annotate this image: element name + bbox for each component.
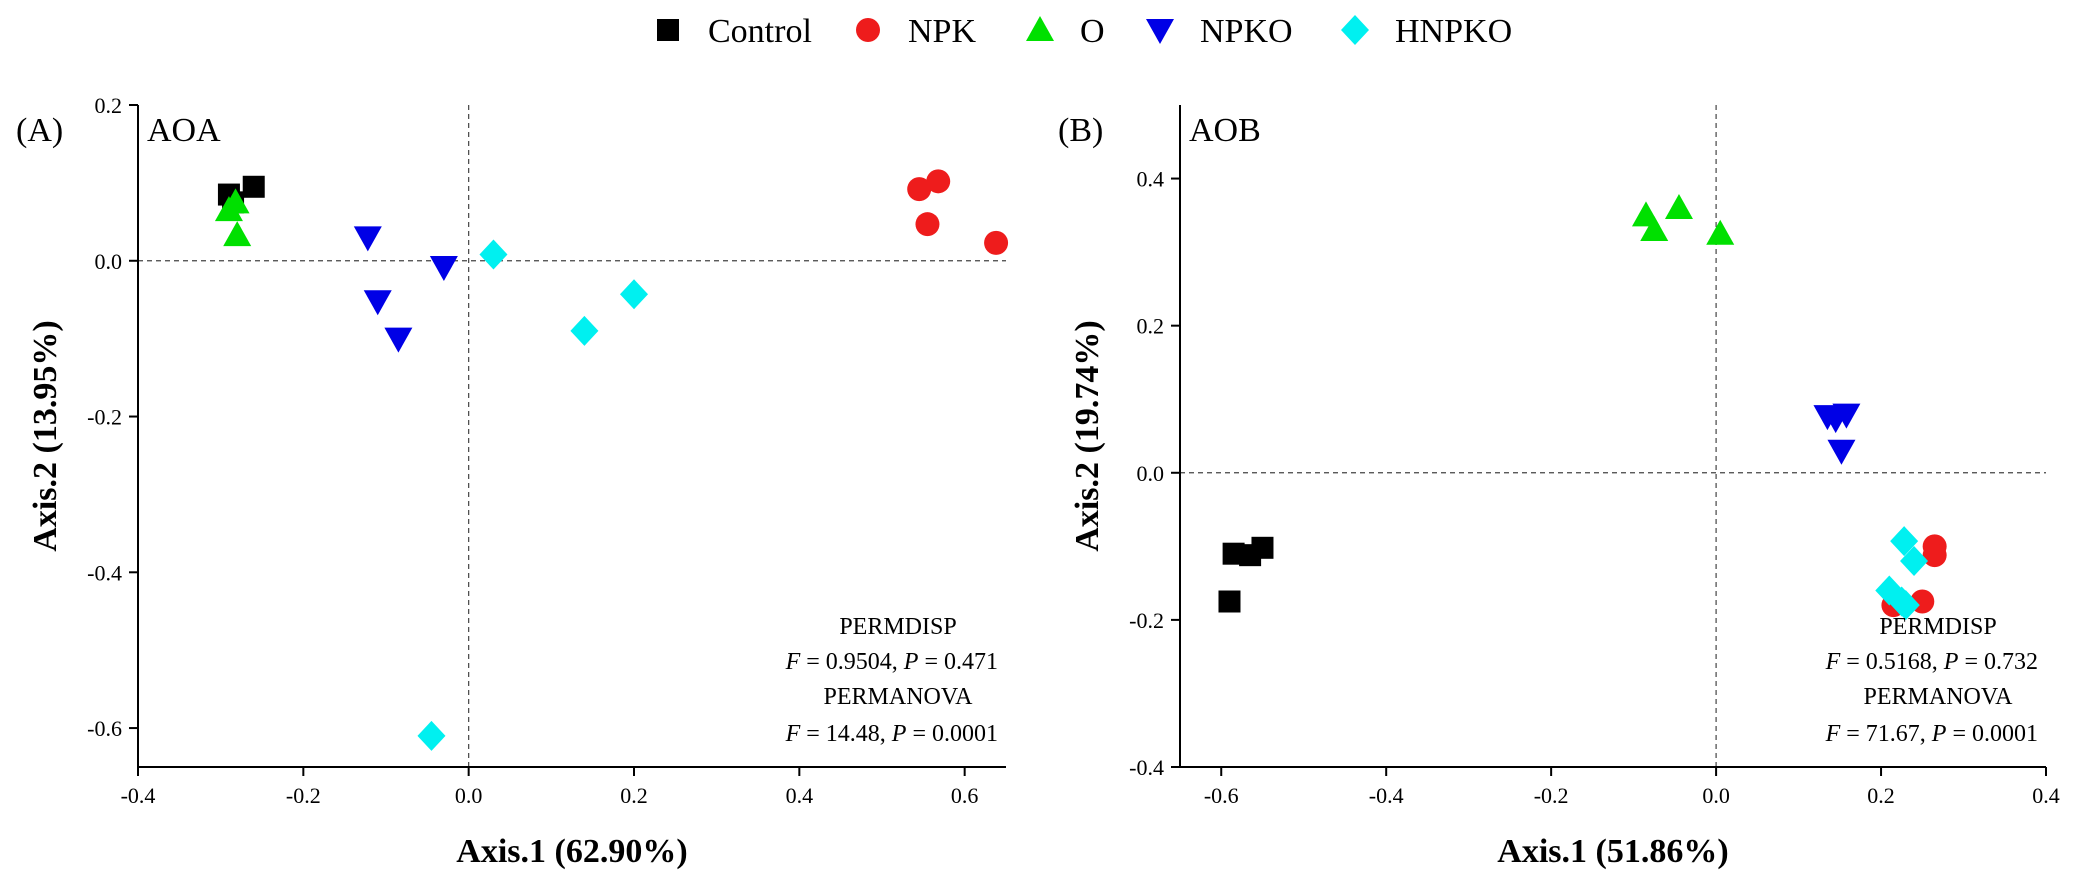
permdisp-p-value: 0.732 xyxy=(1984,649,2038,675)
panel-a-aoa: -0.4 -0.2 0.0 0.2 0.4 0.6 -0.6 -0.4 -0.2 0.0 0.2 Ax… xyxy=(16,93,1009,870)
panel-b-aob: -0.6 -0.4 -0.2 0.0 0.2 0.4 -0.4 -0.2 0.0 0.2 0.4 Ax… xyxy=(1058,105,2060,870)
series-o xyxy=(214,188,252,247)
data-point-control xyxy=(1251,536,1274,559)
permanova-values: F = 71.67, P = 0.0001 xyxy=(1825,721,2038,747)
data-point-o xyxy=(221,188,250,214)
data-point-hnpko xyxy=(1891,590,1920,621)
permanova-label: PERMANOVA xyxy=(1864,684,2014,710)
permdisp-f-value: 0.5168 xyxy=(1866,649,1932,675)
y-tick-label: -0.6 xyxy=(87,716,122,741)
x-tick-label: -0.2 xyxy=(1534,783,1569,808)
y-tick-label: 0.2 xyxy=(95,93,123,118)
x-tick-label: 0.4 xyxy=(2032,783,2060,808)
x-tick-label: 0.2 xyxy=(620,783,648,808)
x-tick-label: -0.4 xyxy=(121,783,156,808)
series-npk xyxy=(907,169,1009,255)
y-axis-title: Axis.2 (19.74%) xyxy=(1069,320,1106,551)
series-npko xyxy=(353,226,458,353)
data-point-npk xyxy=(984,230,1009,255)
permdisp-values: F = 0.5168, P = 0.732 xyxy=(1825,649,2038,675)
y-tick-label: -0.2 xyxy=(1129,608,1164,633)
legend-marker-npko xyxy=(1146,19,1174,44)
series-control xyxy=(1218,536,1274,613)
x-tick-label: 0.4 xyxy=(786,783,814,808)
permanova-p-value: 0.0001 xyxy=(932,721,998,747)
series-hnpko xyxy=(1875,526,1929,621)
x-tick-label: -0.2 xyxy=(286,783,321,808)
data-point-npk xyxy=(1922,543,1947,568)
x-tick-label: 0.0 xyxy=(1702,783,1730,808)
legend-label-hnpko: HNPKO xyxy=(1395,13,1512,50)
permanova-p-value: 0.0001 xyxy=(1972,721,2038,747)
legend-item-o: O xyxy=(1026,13,1105,50)
legend-marker-o xyxy=(1026,16,1054,41)
permanova-f-value: 71.67 xyxy=(1866,721,1920,747)
y-tick-label: 0.4 xyxy=(1137,167,1165,192)
x-axis-title: Axis.1 (62.90%) xyxy=(456,833,687,870)
series-o xyxy=(1631,193,1735,245)
y-tick-label: 0.2 xyxy=(1137,314,1165,339)
legend: Control NPK O NPKO HNPKO xyxy=(657,13,1512,50)
x-axis-title: Axis.1 (51.86%) xyxy=(1497,833,1728,870)
permanova-label: PERMANOVA xyxy=(824,684,974,710)
data-point-npko xyxy=(353,226,382,252)
legend-marker-npk xyxy=(856,18,880,42)
data-point-o xyxy=(1664,193,1693,219)
y-tick-label: 0.0 xyxy=(1137,461,1165,486)
series-hnpko xyxy=(417,239,648,751)
data-point-npk xyxy=(907,177,932,202)
data-point-o xyxy=(1640,216,1669,242)
legend-label-o: O xyxy=(1080,13,1105,50)
data-point-npko xyxy=(1827,439,1856,465)
data-point-npko xyxy=(363,290,392,316)
x-tick-label: 0.0 xyxy=(455,783,483,808)
series-npko xyxy=(1813,403,1861,465)
panel-label: (A) xyxy=(16,112,63,149)
legend-item-npk: NPK xyxy=(856,13,976,50)
data-point-npk xyxy=(926,169,951,194)
y-axis-title: Axis.2 (13.95%) xyxy=(27,320,64,551)
legend-label-npk: NPK xyxy=(908,13,976,50)
x-tick-label: -0.4 xyxy=(1369,783,1404,808)
data-point-hnpko xyxy=(417,720,446,751)
x-tick-label: -0.6 xyxy=(1204,783,1239,808)
data-point-o xyxy=(223,221,252,247)
permdisp-label: PERMDISP xyxy=(1879,614,1996,640)
permanova-values: F = 14.48, P = 0.0001 xyxy=(785,721,998,747)
data-point-control xyxy=(242,175,265,198)
permanova-f-value: 14.48 xyxy=(826,721,880,747)
data-point-hnpko xyxy=(479,239,508,270)
data-point-npko xyxy=(429,255,458,281)
legend-marker-hnpko xyxy=(1341,15,1369,45)
permdisp-label: PERMDISP xyxy=(839,614,956,640)
permdisp-p-value: 0.471 xyxy=(944,649,998,675)
y-tick-label: -0.4 xyxy=(1129,755,1164,780)
panel-title: AOA xyxy=(147,112,221,149)
panel-title: AOB xyxy=(1189,112,1261,149)
y-tick-label: -0.2 xyxy=(87,405,122,430)
permdisp-values: F = 0.9504, P = 0.471 xyxy=(785,649,998,675)
legend-item-hnpko: HNPKO xyxy=(1341,13,1512,50)
data-point-npko xyxy=(384,327,413,353)
data-point-npko xyxy=(1832,403,1861,429)
legend-item-control: Control xyxy=(657,13,812,50)
panel-label: (B) xyxy=(1058,112,1103,149)
data-point-o xyxy=(1706,219,1735,245)
data-point-npk xyxy=(915,212,940,237)
legend-label-npko: NPKO xyxy=(1200,13,1293,50)
x-tick-label: 0.6 xyxy=(951,783,979,808)
legend-marker-control xyxy=(657,19,679,41)
x-tick-label: 0.2 xyxy=(1867,783,1895,808)
permdisp-f-value: 0.9504 xyxy=(826,649,892,675)
legend-label-control: Control xyxy=(708,13,812,50)
data-point-hnpko xyxy=(1900,546,1929,577)
y-tick-label: 0.0 xyxy=(95,249,123,274)
y-tick-label: -0.4 xyxy=(87,560,122,585)
data-point-hnpko xyxy=(570,315,599,346)
data-point-control xyxy=(1218,590,1241,613)
legend-item-npko: NPKO xyxy=(1146,13,1293,50)
data-point-hnpko xyxy=(1890,526,1919,557)
data-point-hnpko xyxy=(620,279,648,310)
